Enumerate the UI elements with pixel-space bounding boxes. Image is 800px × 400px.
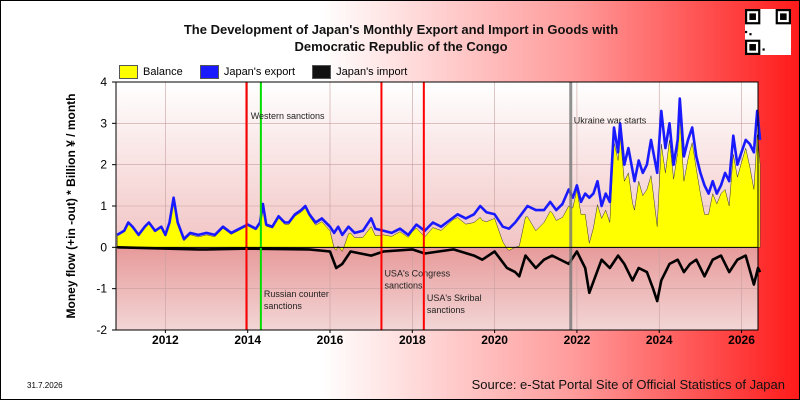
y-tick-label: 4 bbox=[100, 75, 107, 89]
x-tick-label: 2022 bbox=[564, 333, 591, 347]
x-tick-label: 2020 bbox=[481, 333, 508, 347]
y-tick-label: 3 bbox=[100, 116, 107, 130]
event-label: Western sanctions bbox=[251, 111, 325, 121]
legend-label-balance: Balance bbox=[143, 66, 183, 78]
legend-label-import: Japan's import bbox=[336, 66, 408, 78]
event-label: Ukraine war starts bbox=[574, 115, 647, 125]
legend-item-balance: Balance bbox=[119, 65, 183, 79]
y-tick-label: 2 bbox=[100, 158, 107, 172]
legend: Balance Japan's export Japan's import bbox=[119, 65, 421, 82]
chart-title-line2: Democratic Republic of the Congo bbox=[294, 39, 508, 54]
qr-code-icon bbox=[745, 9, 791, 55]
import-line bbox=[117, 246, 762, 303]
event-label: USA's Congress sanctions bbox=[384, 268, 450, 290]
x-tick-label: 2024 bbox=[646, 333, 673, 347]
legend-item-export: Japan's export bbox=[199, 65, 296, 79]
legend-label-export: Japan's export bbox=[223, 66, 296, 78]
y-tick-label: -2 bbox=[96, 323, 107, 337]
x-tick-label: 2018 bbox=[399, 333, 426, 347]
y-tick-label: 1 bbox=[100, 199, 107, 213]
event-label: USA's Skribal sanctions bbox=[427, 293, 482, 315]
legend-swatch-export bbox=[199, 65, 219, 79]
date-stamp: 31.7.2026 bbox=[27, 381, 63, 390]
chart-title: The Development of Japan's Monthly Expor… bbox=[1, 21, 800, 55]
legend-item-import: Japan's import bbox=[312, 65, 407, 79]
source-note: Source: e-Stat Portal Site of Official S… bbox=[471, 377, 785, 392]
chart-title-line1: The Development of Japan's Monthly Expor… bbox=[183, 22, 619, 37]
export-line bbox=[116, 97, 762, 241]
y-tick-label: 0 bbox=[100, 240, 107, 254]
x-tick-label: 2012 bbox=[152, 333, 179, 347]
x-tick-label: 2014 bbox=[234, 333, 261, 347]
x-tick-label: 2016 bbox=[317, 333, 344, 347]
legend-swatch-import bbox=[312, 65, 332, 79]
event-label: Russian counter sanctions bbox=[264, 289, 329, 311]
x-tick-label: 2026 bbox=[728, 333, 755, 347]
y-tick-label: -1 bbox=[96, 282, 107, 296]
legend-swatch-balance bbox=[119, 65, 138, 79]
